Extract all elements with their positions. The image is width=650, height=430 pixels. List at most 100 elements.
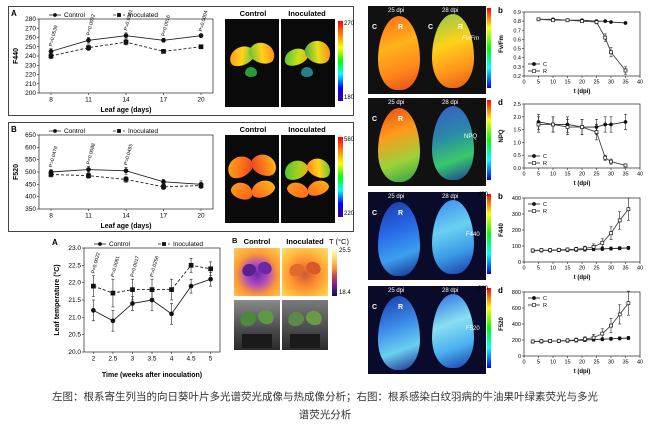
c-label: C — [372, 210, 378, 217]
y-tick-label: 20.5 — [68, 332, 81, 339]
data-point — [617, 218, 622, 223]
data-point — [548, 339, 552, 343]
f440-right-ylabel: F440 — [466, 232, 480, 238]
legend-marker — [98, 242, 102, 246]
data-point — [91, 308, 96, 313]
data-point — [208, 266, 213, 272]
x-tick-label: 40 — [637, 172, 643, 178]
plot-area — [523, 103, 641, 169]
data-point — [86, 167, 91, 172]
p-value-annotation: P=0.0022 — [86, 13, 97, 36]
p-value-annotation: P=0.0088 — [86, 143, 97, 166]
y-tick-label: 500 — [25, 169, 36, 176]
y-tick-label: 0.2 — [513, 74, 521, 80]
leaf-shape — [301, 36, 335, 68]
series-line — [532, 208, 629, 251]
x-tick-label: 2.5 — [108, 356, 117, 363]
y-tick-label: 22.0 — [68, 280, 81, 287]
legend-marker — [53, 129, 57, 133]
leaf-shape — [245, 67, 257, 77]
x-tick-label: 25 — [593, 360, 599, 366]
x-tick-label: 20 — [197, 213, 205, 220]
data-point — [188, 262, 194, 268]
data-point — [591, 244, 596, 249]
leaf-shape — [255, 307, 277, 327]
data-point — [86, 37, 91, 43]
y-tick-label: 240 — [25, 53, 36, 60]
x-tick-label: 20 — [579, 266, 585, 272]
r-label: R — [398, 116, 404, 123]
data-point — [161, 179, 166, 185]
y-tick-label: 21.5 — [68, 297, 81, 304]
series-line — [538, 18, 626, 71]
y-tick-label: 0.5 — [513, 47, 521, 53]
data-point — [626, 246, 631, 250]
npq-color-scale — [487, 100, 491, 180]
panel-letter: d — [498, 286, 503, 295]
series-line — [532, 302, 629, 342]
chart-b-f520: 350 400 450 500 550 600 650 8 11 14 17 20 Leaf age (… — [11, 125, 214, 230]
data-point — [48, 53, 54, 59]
y-axis-label: Fv/Fm — [499, 35, 505, 53]
leaf-shape — [281, 156, 311, 184]
leaf-shape — [378, 296, 420, 370]
y-tick-label: 400 — [25, 194, 36, 201]
x-tick-label: 25 — [593, 80, 599, 86]
data-point — [609, 231, 613, 236]
y-axis-label: Leaf temperature (°C) — [53, 264, 61, 335]
caption-line-2: 谱荧光分析 — [298, 409, 352, 421]
x-tick-label: 25 — [593, 172, 599, 178]
leaf-shape — [246, 39, 278, 67]
leaf-shape — [248, 177, 278, 201]
dpi-28-label: 28 dpi — [442, 8, 459, 14]
f520-right-ylabel: F520 — [466, 326, 480, 332]
data-point — [91, 283, 96, 289]
y-tick-label: 250 — [25, 44, 36, 51]
data-point — [48, 49, 54, 54]
data-point — [123, 168, 129, 174]
f440-scale-min: 180 — [344, 95, 355, 101]
x-tick-label: 5 — [209, 356, 213, 363]
leaf-shape — [286, 309, 306, 329]
y-axis-label: F520 — [13, 164, 20, 180]
panel-letter: d — [498, 98, 503, 107]
x-tick-label: 8 — [49, 213, 53, 220]
legend-label: Inoculated — [128, 128, 158, 135]
y-axis-label: F440 — [13, 48, 20, 64]
thermal-scale-min: 18.4 — [339, 290, 351, 296]
f520-right-scale-min: 0 — [480, 366, 484, 372]
f520-color-scale — [338, 137, 343, 217]
f440-right-color-scale — [487, 194, 491, 274]
x-tick-label: 11 — [85, 97, 92, 104]
legend-label: C — [543, 202, 547, 208]
x-axis-label: t (dpi) — [574, 89, 591, 95]
data-point — [551, 122, 555, 127]
y-tick-label: 600 — [25, 144, 36, 151]
f440-right-scale-min: 0 — [480, 272, 484, 278]
x-tick-label: 15 — [564, 360, 570, 366]
p-value-annotation: P=0.0256 — [149, 255, 160, 278]
x-tick-label: 17 — [160, 213, 168, 220]
fvfm-color-scale — [487, 8, 491, 88]
y-axis-label: NPQ — [499, 129, 505, 142]
y-tick-label: 0.4 — [513, 56, 521, 62]
fvfm-image: 25 dpi 28 dpi C R C R a — [368, 6, 486, 94]
y-axis-label: F440 — [499, 223, 505, 237]
y-tick-label: 2.5 — [513, 102, 521, 108]
p-value-annotation: P=0.0495 — [123, 143, 134, 166]
legend-marker — [532, 161, 536, 165]
p-value-annotation: P=0.0022 — [91, 252, 102, 275]
x-tick-label: 10 — [550, 360, 556, 366]
data-point — [609, 50, 613, 55]
leaf-shape — [378, 16, 420, 90]
x-tick-label: 15 — [564, 172, 570, 178]
data-point — [48, 172, 54, 177]
fl-control-label-b: Control — [239, 125, 267, 134]
x-tick-label: 10 — [550, 172, 556, 178]
data-point — [123, 39, 129, 45]
r-label: R — [398, 24, 404, 31]
dpi-25-label: 25 dpi — [388, 100, 405, 106]
y-tick-label: 0.6 — [513, 37, 521, 43]
panel-letter: A — [52, 238, 58, 247]
data-point — [609, 336, 613, 341]
